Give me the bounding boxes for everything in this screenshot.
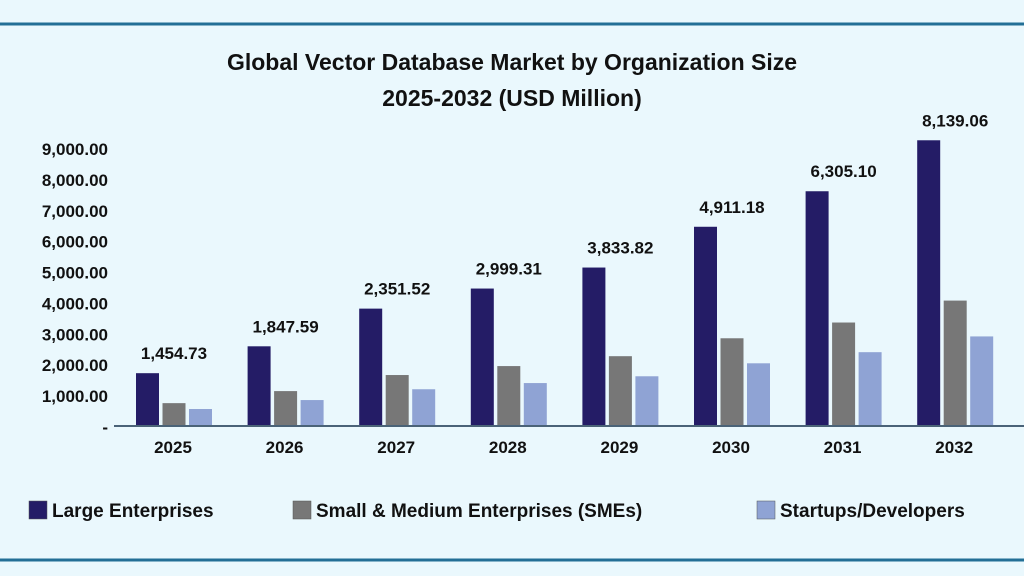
data-label: 6,305.10 [811, 162, 877, 181]
y-tick-label: 8,000.00 [42, 171, 108, 190]
bar-2028-series-2 [523, 383, 547, 426]
data-label: 8,139.06 [922, 111, 988, 130]
x-tick-label: 2028 [489, 438, 527, 457]
bar-2026-series-0 [247, 346, 271, 426]
bar-2028-series-1 [497, 366, 521, 426]
bar-2026-series-1 [274, 391, 298, 426]
y-tick-label: 5,000.00 [42, 264, 108, 283]
x-tick-label: 2029 [600, 438, 638, 457]
data-label: 2,999.31 [476, 260, 542, 279]
bar-2028-series-0 [470, 288, 494, 426]
bar-2030-series-0 [694, 226, 717, 426]
bar-2029-series-0 [582, 267, 606, 426]
bar-2032-series-0 [917, 140, 941, 426]
y-tick-label: 4,000.00 [42, 294, 108, 313]
y-tick-label: 3,000.00 [42, 325, 108, 344]
y-tick-label: 6,000.00 [42, 233, 108, 252]
data-label: 4,911.18 [699, 198, 764, 217]
bar-2032-series-2 [970, 336, 994, 426]
bar-2030-series-2 [747, 363, 770, 426]
data-label: 3,833.82 [587, 239, 653, 258]
legend-swatch-0 [28, 500, 48, 520]
chart-title-line1: Global Vector Database Market by Organiz… [227, 49, 797, 75]
bar-2031-series-1 [832, 322, 856, 426]
data-label: 1,847.59 [253, 317, 319, 336]
data-label: 2,351.52 [364, 280, 430, 299]
y-tick-label: 7,000.00 [42, 202, 108, 221]
bars: 1,454.73 1,847.59 2,351.52 2,999.31 3,833.82… [136, 111, 994, 426]
bar-2027-series-1 [385, 375, 409, 426]
bar-2029-series-2 [635, 376, 659, 426]
bar-2026-series-2 [300, 400, 324, 426]
x-tick-label: 2031 [824, 438, 862, 457]
bar-2025-series-0 [136, 373, 159, 426]
y-tick-label: - [102, 418, 108, 437]
bar-2029-series-1 [608, 356, 632, 426]
x-axis: 2025 2026 2027 2028 2029 2030 2031 2032 [154, 438, 973, 457]
y-tick-label: 2,000.00 [42, 356, 108, 375]
y-tick-label: 1,000.00 [42, 387, 108, 406]
legend: Large Enterprises Small & Medium Enterpri… [28, 500, 965, 522]
x-tick-label: 2025 [154, 438, 192, 457]
bar-2030-series-1 [720, 338, 744, 426]
x-tick-label: 2026 [266, 438, 304, 457]
bar-2032-series-1 [943, 300, 967, 426]
bar-2027-series-0 [359, 308, 383, 426]
y-tick-label: 9,000.00 [42, 140, 108, 159]
legend-swatch-2 [756, 500, 776, 520]
bar-2031-series-2 [858, 352, 882, 426]
x-tick-label: 2030 [712, 438, 750, 457]
chart-title-line2: 2025-2032 (USD Million) [382, 85, 641, 111]
legend-label-2: Startups/Developers [780, 501, 965, 522]
data-label: 1,454.73 [141, 344, 207, 363]
x-tick-label: 2032 [935, 438, 973, 457]
legend-label-0: Large Enterprises [52, 501, 214, 522]
bar-2025-series-2 [189, 409, 212, 426]
bar-2027-series-2 [412, 389, 436, 426]
bar-2025-series-1 [162, 403, 186, 426]
legend-swatch-1 [292, 500, 312, 520]
y-axis: - 1,000.00 2,000.00 3,000.00 4,000.00 5,000.0… [42, 140, 108, 437]
x-tick-label: 2027 [377, 438, 415, 457]
bar-2031-series-0 [805, 191, 829, 426]
legend-label-1: Small & Medium Enterprises (SMEs) [316, 501, 642, 522]
